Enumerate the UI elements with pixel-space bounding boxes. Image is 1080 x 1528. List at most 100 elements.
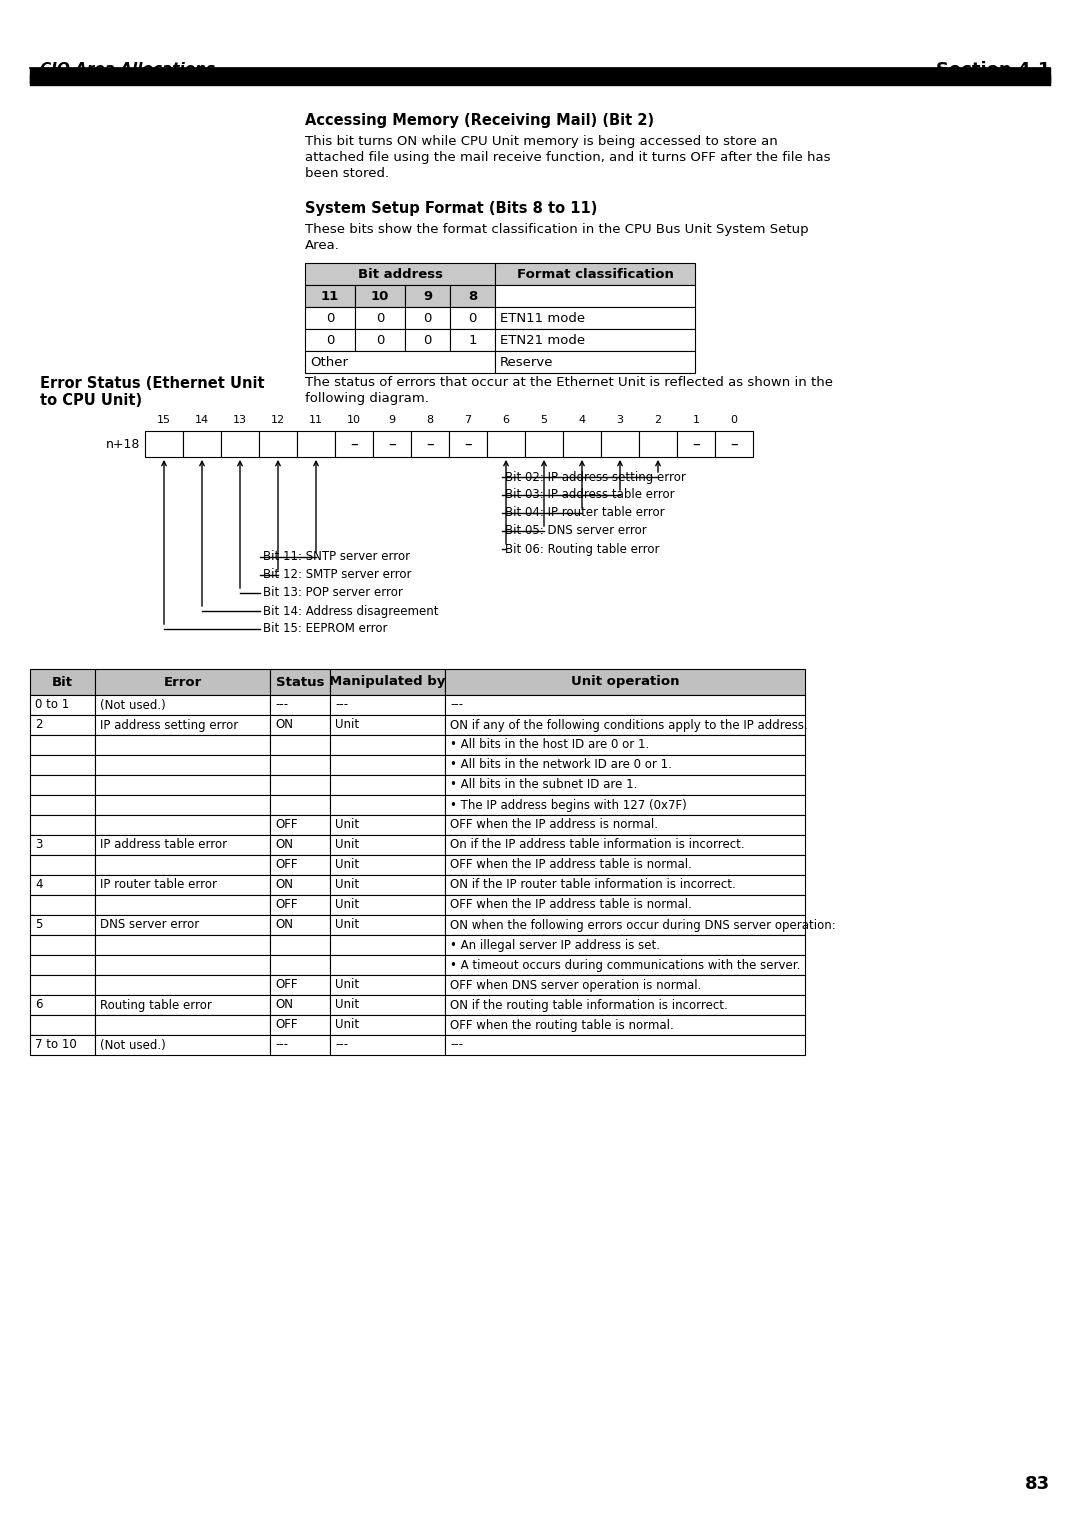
Bar — [525, 431, 563, 457]
Bar — [95, 715, 270, 735]
Text: 12: 12 — [271, 416, 285, 425]
Bar — [270, 995, 330, 1015]
Bar — [30, 755, 95, 775]
Bar — [405, 329, 450, 351]
Bar — [270, 735, 330, 755]
Bar — [305, 329, 355, 351]
Text: 13: 13 — [233, 416, 247, 425]
Text: Bit address: Bit address — [357, 267, 443, 281]
Text: 9: 9 — [389, 416, 395, 425]
Bar — [330, 814, 445, 834]
Bar — [270, 955, 330, 975]
Text: Unit: Unit — [335, 718, 360, 732]
Bar — [95, 834, 270, 856]
Bar — [305, 263, 495, 286]
Text: Bit 15: EEPROM error: Bit 15: EEPROM error — [264, 622, 388, 636]
Text: n+18: n+18 — [106, 437, 140, 451]
Bar — [715, 431, 753, 457]
Bar — [221, 431, 259, 457]
Bar — [30, 669, 95, 695]
Text: Unit: Unit — [335, 978, 360, 992]
Bar — [330, 935, 445, 955]
Text: Bit 12: SMTP server error: Bit 12: SMTP server error — [264, 568, 411, 582]
Text: ON if the IP router table information is incorrect.: ON if the IP router table information is… — [450, 879, 735, 891]
Text: Bit 11: SNTP server error: Bit 11: SNTP server error — [264, 550, 410, 564]
Bar — [445, 834, 805, 856]
Bar — [495, 329, 696, 351]
Text: 0: 0 — [376, 333, 384, 347]
Bar — [270, 795, 330, 814]
Text: Reserve: Reserve — [500, 356, 554, 368]
Text: • All bits in the host ID are 0 or 1.: • All bits in the host ID are 0 or 1. — [450, 738, 649, 752]
Text: –: – — [692, 437, 700, 451]
Bar — [95, 735, 270, 755]
Text: Error Status (Ethernet Unit
to CPU Unit): Error Status (Ethernet Unit to CPU Unit) — [40, 376, 265, 408]
Text: 2: 2 — [35, 718, 42, 732]
Text: This bit turns ON while CPU Unit memory is being accessed to store an: This bit turns ON while CPU Unit memory … — [305, 134, 778, 148]
Bar — [270, 834, 330, 856]
Bar — [445, 915, 805, 935]
Text: ETN11 mode: ETN11 mode — [500, 312, 585, 324]
Text: 5: 5 — [540, 416, 548, 425]
Bar — [270, 814, 330, 834]
Text: Bit: Bit — [52, 675, 73, 689]
Bar — [445, 669, 805, 695]
Bar — [330, 955, 445, 975]
Text: (Not used.): (Not used.) — [100, 698, 165, 712]
Text: ---: --- — [450, 698, 463, 712]
Bar — [259, 431, 297, 457]
Text: –: – — [388, 437, 395, 451]
Text: Routing table error: Routing table error — [100, 998, 212, 1012]
Bar — [270, 755, 330, 775]
Text: These bits show the format classification in the CPU Bus Unit System Setup: These bits show the format classificatio… — [305, 223, 809, 235]
Text: Unit: Unit — [335, 859, 360, 871]
Bar — [445, 814, 805, 834]
Bar — [330, 995, 445, 1015]
Text: CIO Area Allocations: CIO Area Allocations — [40, 69, 215, 83]
Bar — [305, 286, 355, 307]
Text: 0: 0 — [423, 312, 432, 324]
Bar — [30, 695, 95, 715]
Text: ON if the routing table information is incorrect.: ON if the routing table information is i… — [450, 998, 728, 1012]
Text: 0: 0 — [730, 416, 738, 425]
Bar — [270, 775, 330, 795]
Bar — [330, 795, 445, 814]
Bar — [495, 307, 696, 329]
Text: OFF: OFF — [275, 819, 297, 831]
Bar — [95, 795, 270, 814]
Text: OFF: OFF — [275, 978, 297, 992]
Text: ---: --- — [450, 1039, 463, 1051]
Text: Section 4-1: Section 4-1 — [935, 67, 1050, 84]
Bar — [330, 856, 445, 876]
Bar — [270, 669, 330, 695]
Text: Bit 03: IP address table error: Bit 03: IP address table error — [505, 489, 675, 501]
Text: –: – — [730, 437, 738, 451]
Bar — [330, 775, 445, 795]
Bar — [270, 935, 330, 955]
Bar — [330, 735, 445, 755]
Bar — [445, 935, 805, 955]
Text: Unit: Unit — [335, 918, 360, 932]
Bar — [445, 895, 805, 915]
Text: Bit 13: POP server error: Bit 13: POP server error — [264, 587, 403, 599]
Text: 1: 1 — [692, 416, 700, 425]
Bar — [445, 1015, 805, 1034]
Bar — [445, 735, 805, 755]
Text: OFF: OFF — [275, 859, 297, 871]
Text: Unit: Unit — [335, 998, 360, 1012]
Text: 11: 11 — [309, 416, 323, 425]
Text: Unit: Unit — [335, 879, 360, 891]
Text: • An illegal server IP address is set.: • An illegal server IP address is set. — [450, 938, 660, 952]
Text: –: – — [427, 437, 434, 451]
Text: following diagram.: following diagram. — [305, 393, 429, 405]
Text: 0: 0 — [469, 312, 476, 324]
Bar — [495, 351, 696, 373]
Text: been stored.: been stored. — [305, 167, 389, 180]
Bar — [95, 1015, 270, 1034]
Bar — [495, 286, 696, 307]
Text: • A timeout occurs during communications with the server.: • A timeout occurs during communications… — [450, 958, 800, 972]
Text: Unit operation: Unit operation — [570, 675, 679, 689]
Text: ON: ON — [275, 879, 293, 891]
Bar — [270, 1015, 330, 1034]
Bar — [355, 329, 405, 351]
